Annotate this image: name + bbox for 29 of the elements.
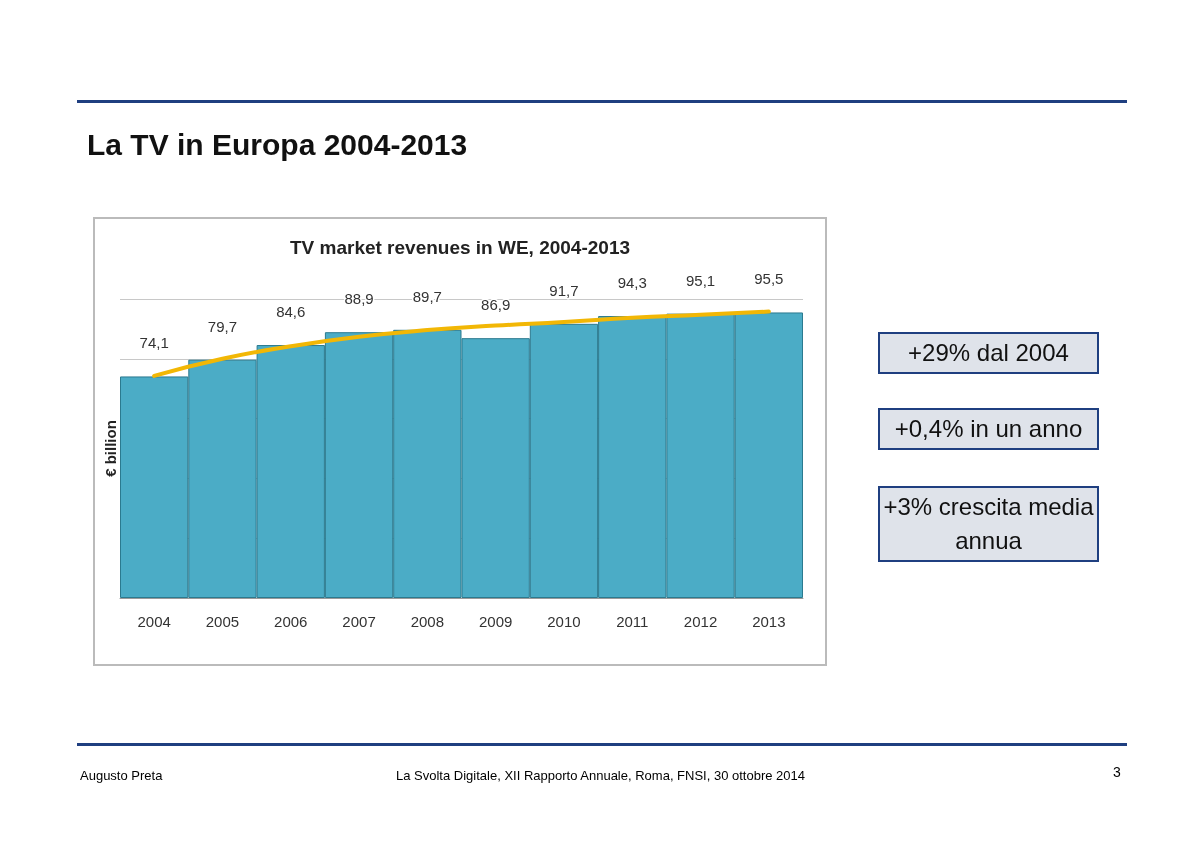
data-label: 89,7 bbox=[412, 287, 442, 305]
text: +0,4% in un anno bbox=[878, 408, 1099, 450]
data-label: 88,9 bbox=[344, 290, 374, 308]
x-tick-label: 2007 bbox=[342, 613, 376, 630]
chart-subtitle: TV market revenues in WE, 2004-2013 bbox=[289, 237, 631, 258]
text: +3% crescita media annua bbox=[878, 486, 1099, 562]
data-label: 79,7 bbox=[207, 317, 238, 335]
text: 3 bbox=[1113, 764, 1121, 780]
x-tick-label: 2005 bbox=[205, 613, 240, 630]
text: +29% dal 2004 bbox=[878, 332, 1099, 374]
data-label: 84,6 bbox=[276, 303, 306, 321]
x-tick-label: 2009 bbox=[478, 613, 513, 630]
x-tick-label: 2008 bbox=[410, 613, 445, 630]
data-label: 94,3 bbox=[617, 274, 647, 292]
x-tick-label: 2004 bbox=[137, 613, 171, 630]
x-tick-label: 2012 bbox=[683, 613, 718, 630]
x-tick-label: 2013 bbox=[752, 613, 786, 630]
x-tick-label: 2006 bbox=[274, 613, 308, 630]
text: La Svolta Digitale, XII Rapporto Annuale, Roma, FNSI, 30 ottobre 2014 bbox=[396, 768, 806, 783]
x-tick-label: 2011 bbox=[616, 613, 649, 630]
chart-title: La TV in Europa 2004-2013 bbox=[87, 128, 468, 162]
text: Augusto Preta bbox=[80, 768, 163, 783]
data-label: 95,5 bbox=[754, 270, 784, 288]
x-tick-label: 2010 bbox=[547, 613, 581, 630]
y-axis-title: € billion bbox=[102, 420, 119, 477]
data-label: 74,1 bbox=[139, 334, 169, 352]
data-label: 86,9 bbox=[481, 296, 511, 314]
data-label: 95,1 bbox=[685, 271, 716, 289]
data-label: 91,7 bbox=[549, 281, 579, 299]
